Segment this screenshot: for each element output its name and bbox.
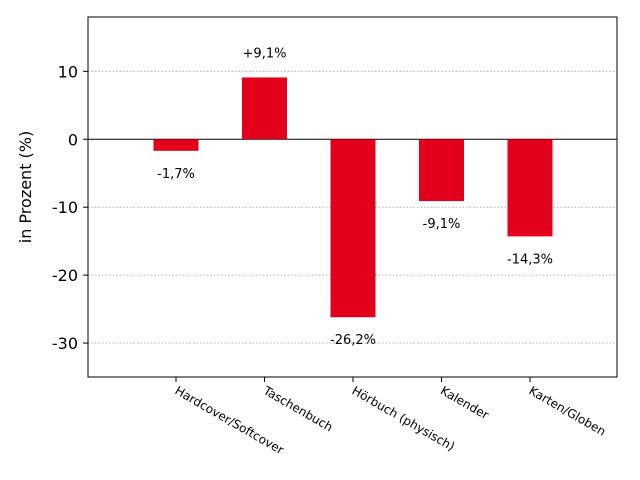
- y-axis-label: in Prozent (%): [16, 131, 35, 243]
- y-tick-label: 0: [68, 130, 78, 149]
- y-ticks: 10 0 -10 -20 -30: [52, 62, 88, 353]
- data-label: -9,1%: [423, 217, 461, 232]
- grid-lines: [88, 70, 617, 344]
- y-tick-label: -10: [52, 198, 78, 217]
- data-label: -26,2%: [330, 333, 376, 348]
- bar: [330, 139, 376, 318]
- data-label: +9,1%: [243, 46, 287, 61]
- data-label: -1,7%: [157, 167, 195, 182]
- category-label: Taschenbuch: [260, 383, 335, 434]
- category-label: Kalender: [438, 383, 491, 422]
- bar: [153, 139, 199, 151]
- y-tick-label: -30: [52, 334, 78, 353]
- category-label: Karten/Globen: [527, 383, 609, 438]
- bars: [153, 77, 553, 318]
- data-label: -14,3%: [507, 252, 553, 267]
- data-labels: -1,7% +9,1% -26,2% -9,1% -14,3%: [157, 46, 553, 348]
- bar: [419, 139, 464, 202]
- y-tick-label: -20: [52, 266, 78, 285]
- bar: [507, 139, 553, 237]
- bar: [242, 77, 287, 140]
- y-tick-label: 10: [58, 62, 78, 81]
